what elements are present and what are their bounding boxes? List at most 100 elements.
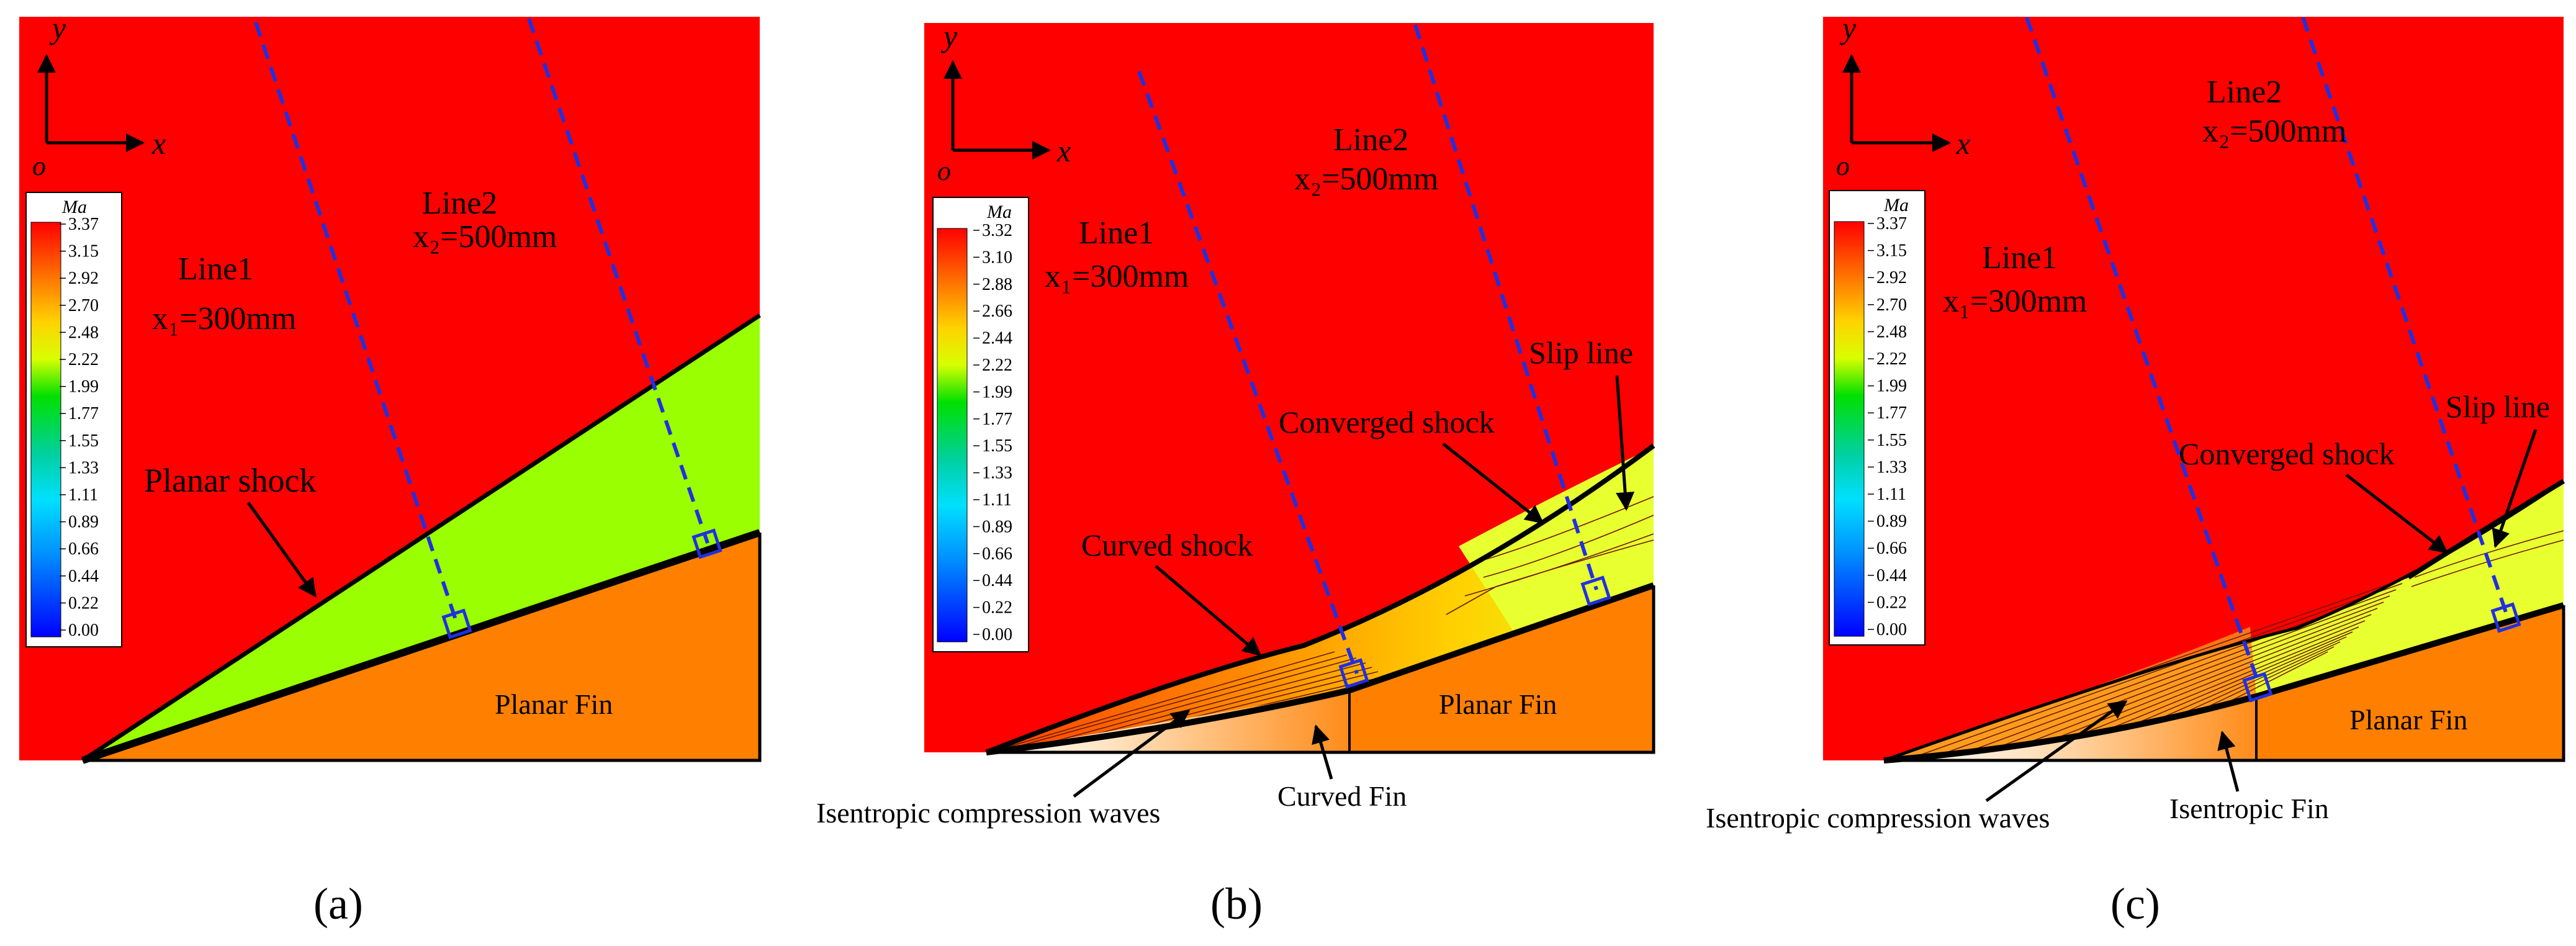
- panel-a: y x o Ma 3.37 3.15 2.92 2.70 2.48 2.22 1.99 1.7…: [19, 11, 762, 929]
- legend-tick-label: 0.00: [68, 621, 99, 640]
- y-axis-label: y: [1839, 11, 1857, 45]
- legend-tick-label: 2.22: [1876, 349, 1907, 369]
- legend-tick-label: 1.33: [68, 458, 99, 477]
- legend-tick-label: 0.44: [1876, 566, 1907, 585]
- legend-tick-label: 0.66: [1876, 539, 1907, 558]
- legend-tick-label: 1.55: [982, 436, 1012, 456]
- converged-shock-pointer: [1442, 443, 1544, 524]
- legend-a: Ma 3.37 3.15 2.92 2.70 2.48 2.22 1.99 1.77 1.55 1…: [25, 192, 122, 647]
- legend-tick-label: 1.99: [982, 382, 1012, 402]
- legend-tick-label: 1.99: [1876, 377, 1907, 396]
- legend-c: Ma 3.37 3.15 2.92 2.70 2.48 2.22 1.99 1.77 1.55 1…: [1829, 190, 1925, 646]
- legend-colorbar: [937, 228, 968, 642]
- line2-label-group: Line2 x₂=500mm: [2202, 74, 2346, 149]
- legend-tick-label: 3.10: [982, 248, 1012, 267]
- legend-tick-label: 0.22: [982, 598, 1012, 618]
- isentropic-waves-label: Isentropic compression waves: [816, 797, 1160, 829]
- line1-right-angle-marker: [2242, 672, 2273, 703]
- x-axis-label: x: [1956, 126, 1970, 161]
- line2-right-angle-marker: [1580, 575, 1611, 606]
- legend-tick-label: 0.44: [982, 571, 1012, 590]
- slip-line-label: Slip line: [2446, 389, 2550, 424]
- legend-b: Ma 3.32 3.10 2.88 2.66 2.44 2.22 1.99 1.77 1.55 1…: [932, 197, 1029, 652]
- legend-tick-label: 3.15: [1876, 241, 1907, 261]
- axis-glyph: y x o: [1836, 11, 1970, 181]
- planar-fin-label: Planar Fin: [2349, 704, 2467, 736]
- isentropic-fin-label: Isentropic Fin: [2169, 793, 2329, 824]
- caption-a: (a): [313, 879, 363, 929]
- line1-probe: [254, 22, 459, 624]
- line2-name: Line2: [1333, 122, 1408, 158]
- fin-outline: [1884, 605, 2565, 762]
- legend-title: Ma: [61, 197, 87, 217]
- fin-outline: [986, 585, 1655, 754]
- planar-fin-body: [2256, 605, 2564, 760]
- legend-tick-label: 2.22: [982, 356, 1012, 375]
- isentropic-waves-pointer: [1985, 700, 2128, 803]
- x-axis-label: x: [151, 126, 166, 161]
- line1-name: Line1: [1079, 215, 1154, 251]
- line2-position: x₂=500mm: [2202, 114, 2346, 149]
- panel-c: y x o Ma 3.37 3.15 2.92 2.70 2.48 2.22 1.99 1.7…: [1706, 11, 2565, 929]
- legend-tick-label: 2.92: [68, 269, 99, 288]
- legend-title: Ma: [1883, 195, 1909, 215]
- legend-tick-label: 2.44: [982, 329, 1012, 348]
- legend-tick-label: 0.22: [68, 593, 99, 613]
- legend-tick-label: 2.92: [1876, 268, 1907, 287]
- legend-tick-label: 3.32: [982, 221, 1012, 240]
- curved-shock-pointer: [1155, 565, 1262, 656]
- panel-b: y x o Ma 3.32 3.10 2.88 2.66 2.44 2.22 1.99 1.7…: [816, 19, 1655, 929]
- slip-line-pointer: [1615, 375, 1635, 511]
- legend-tick-label: 1.77: [68, 404, 99, 423]
- planar-fin-label: Planar Fin: [1439, 688, 1557, 720]
- slip-line-pointer: [2492, 429, 2538, 548]
- legend-tick-label: 1.55: [1876, 431, 1907, 450]
- x-axis-label: x: [1056, 133, 1071, 168]
- line2-probe: [1413, 24, 1598, 590]
- legend-tick-label: 2.70: [68, 296, 99, 315]
- planar-shock-pointer: [246, 502, 317, 598]
- planar-fin-label: Planar Fin: [495, 688, 613, 720]
- line1-probe: [1137, 70, 1359, 675]
- legend-tick-label: 3.15: [68, 242, 99, 261]
- line1-name: Line1: [1982, 240, 2057, 276]
- legend-tick-label: 1.11: [68, 485, 98, 505]
- line2-position: x₂=500mm: [1294, 161, 1438, 197]
- line1-probe: [2025, 17, 2261, 687]
- fin-outline: [83, 533, 762, 762]
- line1-right-angle-marker: [441, 608, 472, 639]
- planar-shock-line: [81, 313, 761, 762]
- line1-name: Line1: [178, 251, 253, 287]
- y-axis-label: y: [940, 19, 958, 53]
- line2-probe: [527, 18, 709, 544]
- line2-label-group: Line2 x₂=500mm: [413, 186, 557, 255]
- line2-label-group: Line2 x₂=500mm: [1294, 122, 1438, 197]
- legend-tick-label: 1.77: [1876, 403, 1907, 423]
- line1-position: x₁=300mm: [152, 301, 296, 336]
- legend-tick-label: 0.66: [982, 544, 1012, 564]
- legend-tick-label: 0.89: [1876, 512, 1907, 531]
- planar-shock-label: Planar shock: [144, 462, 316, 499]
- fin-surface-line: [1883, 602, 2565, 764]
- legend-tick-label: 0.89: [982, 517, 1012, 536]
- legend-tick-label: 1.55: [68, 431, 99, 451]
- planar-fin-body: [1349, 585, 1654, 752]
- line1-label-group: Line1 x₁=300mm: [1045, 215, 1189, 294]
- fin-surface-line: [81, 529, 761, 764]
- legend-tick-label: 1.11: [982, 490, 1012, 510]
- legend-ticks: 3.37 3.15 2.92 2.70 2.48 2.22 1.99 1.77 1.55 1.33…: [1868, 214, 1907, 639]
- legend-tick-label: 0.22: [1876, 593, 1907, 612]
- line1-position: x₁=300mm: [1045, 259, 1189, 294]
- legend-title: Ma: [986, 202, 1012, 222]
- line2-right-angle-marker: [2490, 602, 2521, 633]
- line1-right-angle-marker: [1338, 658, 1369, 689]
- legend-ticks: 3.37 3.15 2.92 2.70 2.48 2.22 1.99 1.77 1.55 1.33…: [60, 215, 99, 640]
- legend-tick-label: 2.48: [1876, 322, 1907, 341]
- line2-probe: [2301, 17, 2510, 618]
- line1-label-group: Line1 x₁=300mm: [1943, 240, 2087, 319]
- curved-fin-label: Curved Fin: [1277, 780, 1407, 812]
- legend-tick-label: 0.89: [68, 513, 99, 532]
- legend-tick-label: 0.66: [68, 539, 99, 559]
- isentropic-waves-label: Isentropic compression waves: [1706, 802, 2050, 834]
